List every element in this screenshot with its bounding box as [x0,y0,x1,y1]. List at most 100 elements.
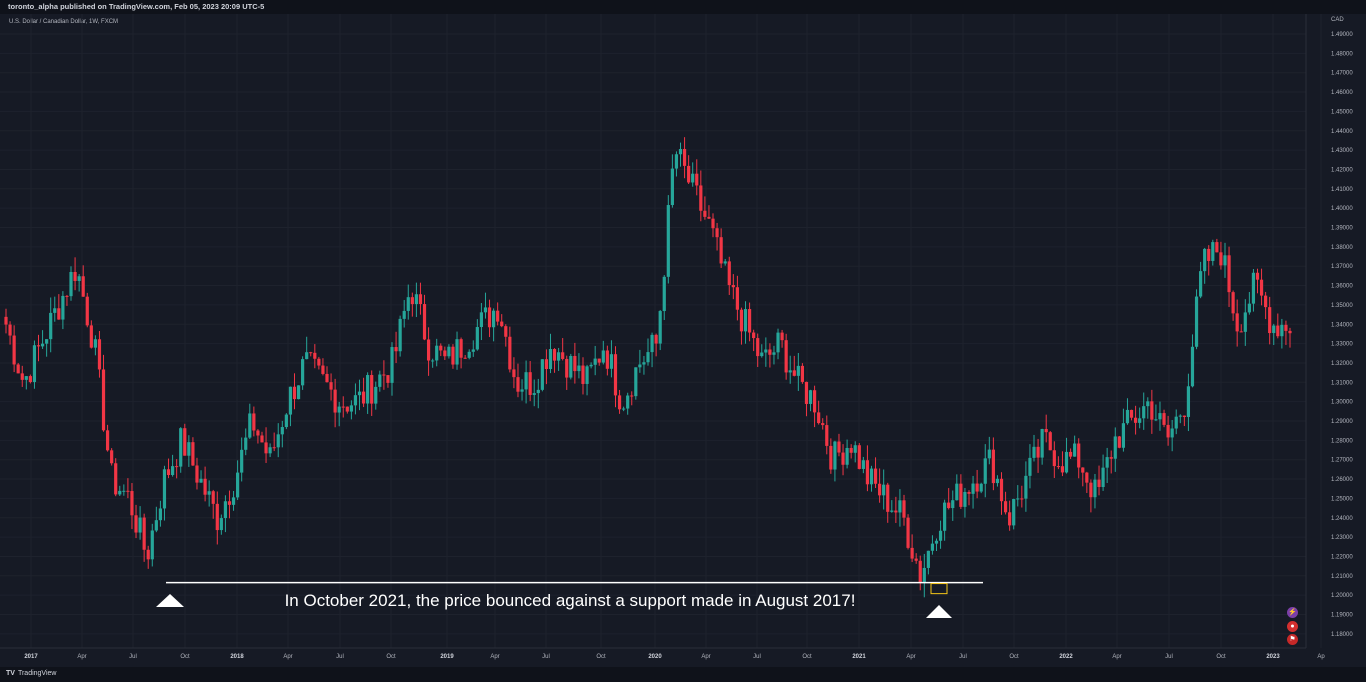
candle [110,448,114,466]
candle-body [414,294,418,305]
candle-body [1150,401,1154,420]
candle [183,423,187,456]
time-tick-label: Apr [701,654,710,660]
candlestick-chart[interactable]: 1.49000 1.48000 1.47000 1.46000 1.45000 1.440… [0,0,1366,667]
time-tick-label: Apr [490,654,499,660]
candle [105,424,110,452]
candle-body [12,335,16,365]
candle [1142,392,1146,430]
candle [1060,451,1065,477]
candle-body [138,517,142,533]
candle [1251,269,1256,312]
candle [1138,407,1142,429]
candle [1227,246,1231,308]
candle-body [179,428,183,467]
candle [296,385,301,400]
candle [995,475,1000,487]
candle [496,302,500,326]
candle [1020,485,1024,508]
price-tick-label: 1.37000 [1331,264,1353,270]
price-tick-label: 1.21000 [1331,574,1353,580]
lightning-icon[interactable]: ⚡ [1287,607,1298,618]
grid-lines [0,14,1322,648]
candle-body [1133,417,1138,423]
candle [1003,491,1008,515]
candle-body [557,352,561,361]
candle [1288,327,1292,348]
candle-body [158,508,163,521]
candle-body [1182,415,1186,418]
candle-body [792,370,796,376]
time-tick-label: 2020 [648,654,662,660]
candle [341,396,345,418]
price-tick-label: 1.44000 [1331,129,1353,135]
candle-body [548,349,553,370]
candle [1166,415,1170,446]
candle-body [776,332,780,353]
candle-body [914,558,918,561]
candle-body [605,350,609,369]
time-axis[interactable]: 2017 Apr Jul Oct 2018 Apr Jul Oct 2019 Apr Jul Oct 2… [0,647,1325,660]
candle [439,343,443,357]
candle [898,489,902,527]
candle [1040,428,1044,465]
candle-body [646,352,650,363]
candle-body [707,216,711,219]
flag-icon[interactable]: ⚑ [1287,634,1298,645]
time-tick-label: Jul [129,654,137,660]
candle-body [1056,466,1060,468]
candle [1162,409,1166,428]
candle [1182,415,1186,427]
candle [114,458,118,497]
candle-body [987,449,991,459]
candle [89,320,93,349]
candle [878,468,882,503]
candle-body [142,517,146,550]
candle [345,406,349,414]
candle [703,196,707,220]
candle-body [69,272,73,297]
candle [987,436,991,465]
candle-body [1154,419,1158,421]
candle-body [1117,436,1121,448]
price-tick-label: 1.40000 [1331,206,1353,212]
candle-body [296,385,301,400]
price-tick-label: 1.32000 [1331,361,1353,367]
candle [1268,296,1272,345]
candle-body [353,395,358,406]
candle-body [1199,271,1203,297]
candle [370,370,374,416]
candle [646,338,650,366]
candle-body [1129,409,1134,418]
candle [1223,242,1227,278]
price-tick-label: 1.28000 [1331,438,1353,444]
price-axis[interactable]: 1.49000 1.48000 1.47000 1.46000 1.45000 1.440… [1305,14,1353,648]
candle [1036,438,1040,473]
candle-body [544,359,549,370]
candle [93,335,97,356]
sale-icon[interactable]: ● [1287,621,1298,632]
time-tick-label: Oct [596,654,606,660]
candle-body [53,308,57,313]
candle [829,438,833,474]
candle-body [170,466,175,476]
candle [284,413,288,430]
candle-body [650,334,654,353]
candle [349,400,353,420]
candle-body [666,205,670,277]
tradingview-logo[interactable]: TV TradingView [6,670,56,677]
candle-body [947,502,951,509]
candle-body [1101,467,1105,488]
candle [69,266,73,301]
candle-body [524,372,528,390]
candle [1207,245,1211,276]
candle-body [1280,324,1284,337]
candle-body [317,358,321,366]
candle-body [422,304,427,340]
candle [162,465,167,521]
candle [922,553,926,598]
candle [426,327,431,376]
candle-body [626,395,630,409]
candle-body [1052,450,1056,467]
candle-body [333,389,337,413]
